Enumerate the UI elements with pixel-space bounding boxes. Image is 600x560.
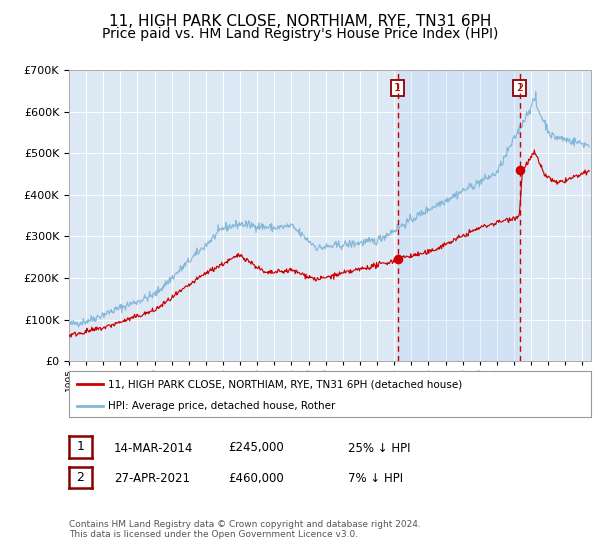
Text: 11, HIGH PARK CLOSE, NORTHIAM, RYE, TN31 6PH (detached house): 11, HIGH PARK CLOSE, NORTHIAM, RYE, TN31…	[108, 379, 463, 389]
Text: £460,000: £460,000	[228, 472, 284, 486]
Text: Contains HM Land Registry data © Crown copyright and database right 2024.
This d: Contains HM Land Registry data © Crown c…	[69, 520, 421, 539]
Text: HPI: Average price, detached house, Rother: HPI: Average price, detached house, Roth…	[108, 401, 335, 410]
Text: £245,000: £245,000	[228, 441, 284, 455]
Text: 1: 1	[76, 440, 85, 454]
Point	[393, 255, 403, 264]
Text: 2: 2	[76, 471, 85, 484]
Text: 27-APR-2021: 27-APR-2021	[114, 472, 190, 486]
Text: 1: 1	[394, 83, 401, 93]
Text: 2: 2	[516, 83, 523, 93]
Text: 7% ↓ HPI: 7% ↓ HPI	[348, 472, 403, 486]
Text: Price paid vs. HM Land Registry's House Price Index (HPI): Price paid vs. HM Land Registry's House …	[102, 27, 498, 41]
Bar	[398, 70, 520, 361]
Text: 14-MAR-2014: 14-MAR-2014	[114, 441, 193, 455]
Text: 25% ↓ HPI: 25% ↓ HPI	[348, 441, 410, 455]
Point	[515, 165, 524, 174]
Text: 11, HIGH PARK CLOSE, NORTHIAM, RYE, TN31 6PH: 11, HIGH PARK CLOSE, NORTHIAM, RYE, TN31…	[109, 14, 491, 29]
